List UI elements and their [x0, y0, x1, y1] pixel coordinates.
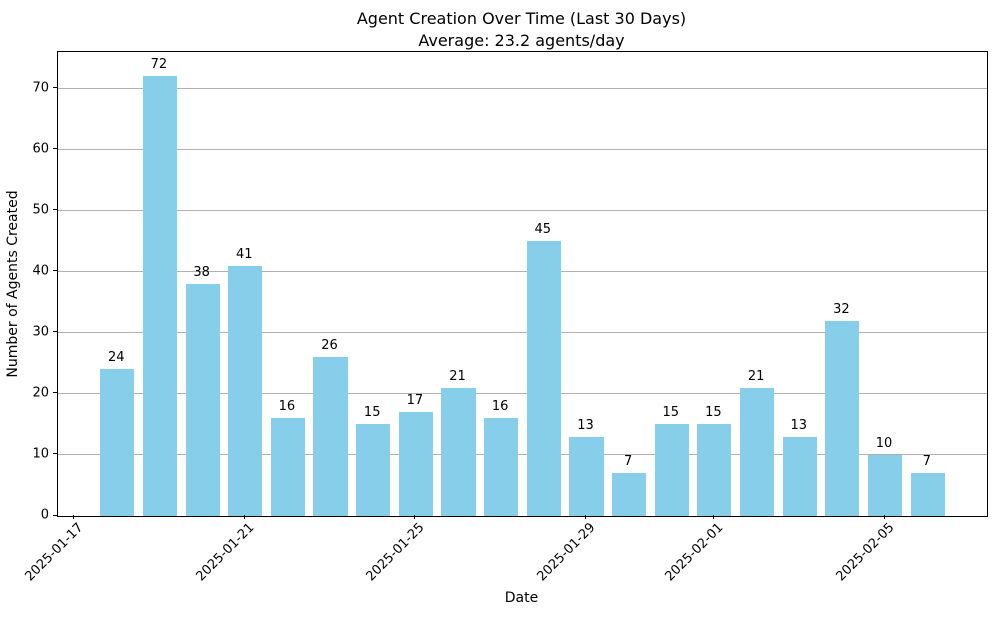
x-tick-label: 2025-02-05 — [832, 520, 897, 585]
x-axis-label: Date — [504, 590, 539, 606]
x-tick-label: 2025-02-01 — [662, 520, 727, 585]
bar-value-label: 13 — [577, 417, 594, 433]
y-gridline — [58, 393, 987, 395]
x-tick-mark — [243, 515, 245, 519]
y-tick-label: 60 — [32, 141, 49, 157]
bar — [740, 387, 775, 516]
bar — [526, 241, 561, 516]
y-gridline — [58, 454, 987, 456]
bar-value-label: 7 — [623, 454, 633, 470]
x-tick-mark — [73, 515, 75, 519]
y-gridline — [58, 88, 987, 90]
bar — [142, 76, 177, 516]
bar — [569, 436, 604, 516]
y-tick-mark — [53, 453, 57, 455]
y-tick-label: 70 — [32, 80, 49, 96]
y-gridline — [58, 149, 987, 151]
bar — [313, 357, 348, 516]
y-tick-label: 10 — [32, 446, 49, 462]
plot-area — [57, 51, 988, 517]
y-tick-mark — [53, 270, 57, 272]
chart-title: Agent Creation Over Time (Last 30 Days) — [356, 9, 687, 28]
bar-value-label: 32 — [833, 301, 850, 317]
bar — [697, 424, 732, 516]
bar — [398, 412, 433, 516]
bar — [100, 369, 135, 516]
bar — [228, 265, 263, 516]
bar-value-label: 41 — [235, 246, 253, 262]
bar-value-label: 10 — [875, 435, 893, 451]
bar-value-label: 16 — [278, 399, 296, 415]
bar — [484, 418, 519, 516]
x-tick-mark — [712, 515, 714, 519]
y-tick-label: 0 — [40, 507, 49, 523]
y-tick-mark — [53, 392, 57, 394]
y-axis-label: Number of Agents Created — [5, 190, 21, 378]
x-tick-label: 2025-01-25 — [363, 520, 428, 585]
bar — [654, 424, 689, 516]
bar-value-label: 15 — [662, 405, 680, 421]
y-tick-mark — [53, 87, 57, 89]
y-tick-mark — [53, 148, 57, 150]
bar-value-label: 72 — [150, 57, 168, 73]
x-tick-label: 2025-01-29 — [534, 520, 599, 585]
bar — [356, 424, 391, 516]
bar-value-label: 15 — [705, 405, 722, 421]
y-tick-mark — [53, 209, 57, 211]
x-tick-mark — [584, 515, 586, 519]
bar — [612, 473, 647, 516]
y-gridline — [58, 332, 987, 334]
y-tick-label: 20 — [32, 385, 49, 401]
x-tick-label: 2025-01-17 — [22, 520, 87, 585]
bar-value-label: 17 — [406, 393, 424, 409]
chart-subtitle: Average: 23.2 agents/day — [418, 31, 625, 50]
bar-value-label: 7 — [922, 454, 931, 470]
bar-value-label: 24 — [108, 350, 125, 366]
y-tick-mark — [53, 331, 57, 333]
bar — [825, 320, 860, 516]
bar — [185, 284, 220, 516]
bar-value-label: 38 — [193, 265, 210, 280]
y-tick-label: 40 — [32, 263, 49, 279]
chart-title-block: Agent Creation Over Time (Last 30 Days) … — [57, 8, 986, 52]
bar-value-label: 21 — [747, 368, 765, 384]
y-gridline — [58, 271, 987, 273]
y-tick-label: 30 — [32, 324, 49, 340]
bar — [782, 436, 817, 516]
bar-value-label: 13 — [790, 417, 808, 433]
bar — [441, 387, 476, 516]
bar — [270, 418, 305, 516]
x-tick-mark — [414, 515, 416, 519]
y-tick-label: 50 — [32, 202, 49, 218]
bar-value-label: 45 — [534, 222, 552, 238]
bar — [867, 454, 903, 516]
bar-value-label: 21 — [449, 368, 466, 384]
bar — [910, 473, 945, 516]
x-tick-mark — [883, 515, 885, 519]
x-tick-label: 2025-01-21 — [193, 520, 258, 585]
bar-value-label: 15 — [363, 405, 381, 421]
bar-value-label: 16 — [491, 399, 509, 415]
bar-value-label: 26 — [321, 338, 338, 354]
y-tick-mark — [53, 514, 57, 516]
y-gridline — [58, 210, 987, 212]
